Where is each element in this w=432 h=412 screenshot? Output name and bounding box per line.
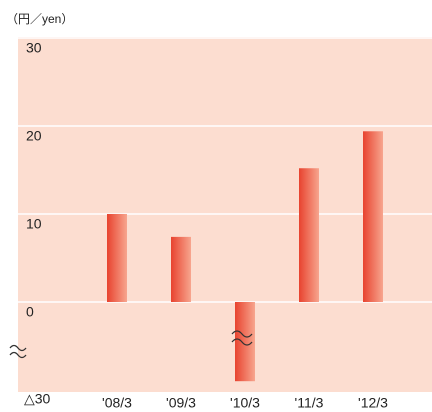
bar (107, 214, 127, 302)
bar (363, 131, 383, 302)
y-tick-label: 20 (26, 128, 42, 144)
x-tick-label: '09/3 (166, 395, 196, 411)
y-axis-label: （円／yen） (6, 12, 73, 26)
x-tick-label: '11/3 (295, 395, 324, 411)
x-tick-label: '10/3 (230, 395, 260, 411)
x-tick-label: '08/3 (102, 395, 132, 411)
y-tick-label: 30 (26, 40, 42, 56)
x-tick-label: '12/3 (358, 395, 388, 411)
bar-break (231, 330, 253, 346)
bar (299, 168, 319, 302)
bar (235, 302, 255, 382)
y-tick-label: 0 (26, 304, 34, 320)
y-tick-label: △30 (24, 391, 51, 407)
y-tick-label: 10 (26, 216, 42, 232)
bar (171, 236, 191, 302)
axis-break (9, 344, 27, 359)
